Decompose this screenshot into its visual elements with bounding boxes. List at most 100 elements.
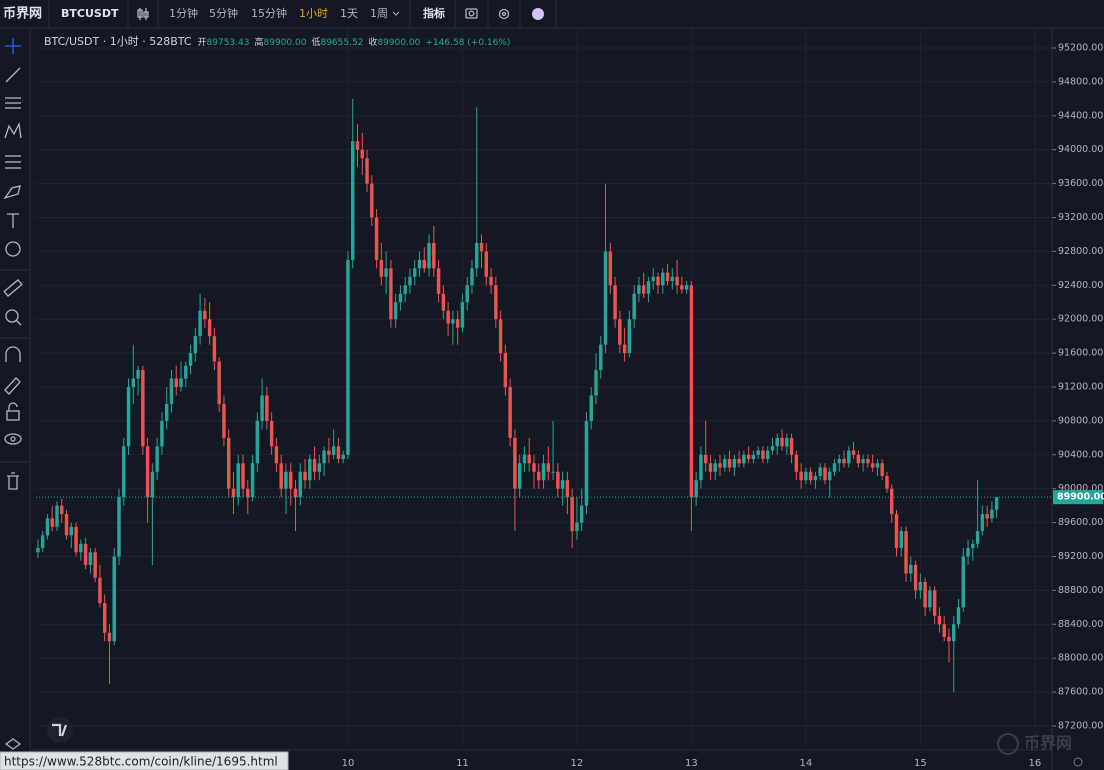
- interval-button[interactable]: 1天: [340, 7, 358, 20]
- text-tool[interactable]: [7, 213, 19, 228]
- candle-body: [179, 378, 183, 387]
- candle-body: [269, 420, 274, 447]
- candle-body: [918, 581, 923, 591]
- ruler-tool[interactable]: [3, 279, 23, 297]
- pattern-tool[interactable]: [4, 121, 22, 139]
- candle-body: [556, 471, 560, 489]
- candle-body: [608, 251, 613, 286]
- candle-body: [336, 446, 341, 460]
- tv-logo-mark: [52, 723, 68, 737]
- interval-button[interactable]: 1分钟: [169, 6, 198, 20]
- candle-body: [985, 514, 989, 519]
- zoom-tool[interactable]: [5, 309, 22, 326]
- candle-body: [441, 293, 446, 311]
- screenshot-button[interactable]: [465, 8, 478, 19]
- hline-tool[interactable]: [5, 97, 21, 109]
- lock-tool[interactable]: [6, 402, 20, 421]
- candle-body: [436, 268, 441, 294]
- emoji-tool[interactable]: [5, 241, 21, 257]
- logo[interactable]: 币界网: [3, 6, 42, 22]
- candle-body: [746, 454, 751, 460]
- y-tick-label: 88000.00: [1058, 653, 1103, 664]
- candle-body: [455, 319, 460, 328]
- y-tick-label: 92800.00: [1058, 246, 1103, 257]
- candle-body: [64, 514, 69, 536]
- candle-body: [517, 463, 522, 489]
- interval-button[interactable]: 15分钟: [251, 6, 287, 20]
- candle-body: [909, 564, 913, 574]
- candle-body: [870, 463, 875, 468]
- interval-button[interactable]: 1小时: [299, 7, 328, 20]
- axis-settings[interactable]: [1073, 757, 1083, 767]
- interval-dropdown: [392, 11, 400, 16]
- symbol-button[interactable]: BTCUSDT: [61, 7, 119, 20]
- status-url: https://www.528btc.com/coin/kline/1695.h…: [4, 755, 278, 769]
- legend-high: 89900.00: [264, 38, 307, 48]
- y-tick-label: 94000.00: [1058, 144, 1103, 155]
- candle-body: [298, 471, 302, 498]
- brush-tool[interactable]: [3, 185, 21, 200]
- candle-body: [327, 450, 331, 455]
- visibility-tool[interactable]: [4, 433, 22, 445]
- candle-body: [351, 141, 355, 260]
- candle-body: [651, 276, 655, 282]
- candle-body: [828, 471, 832, 481]
- candle-body: [942, 624, 946, 638]
- layers-tool[interactable]: [4, 738, 22, 750]
- candle-body: [975, 531, 980, 544]
- candle-body: [832, 463, 837, 472]
- legend-high-label: 高: [254, 36, 263, 48]
- candle-body: [956, 607, 961, 625]
- magnet-tool[interactable]: [5, 346, 21, 362]
- candle-body: [174, 378, 178, 387]
- lock-draw-tool[interactable]: [4, 377, 21, 395]
- candle-body: [498, 319, 503, 354]
- candle-body: [799, 471, 803, 481]
- candle-body: [818, 467, 822, 476]
- settings-button[interactable]: [498, 8, 510, 20]
- delete-tool[interactable]: [7, 472, 19, 490]
- interval-button[interactable]: 1周: [370, 7, 388, 20]
- candle-body: [532, 463, 536, 472]
- candle-body: [374, 217, 379, 260]
- candle-body: [398, 293, 403, 303]
- indicators-button[interactable]: 指标: [423, 6, 445, 20]
- candle-body: [680, 285, 684, 290]
- candle-body: [207, 319, 212, 337]
- candle-body: [579, 505, 584, 523]
- avatar-button[interactable]: [532, 8, 544, 20]
- candle-body: [36, 548, 40, 553]
- legend-close-label: 收: [368, 36, 377, 48]
- candle-body: [384, 268, 388, 277]
- candle-body: [288, 471, 293, 489]
- candle-body: [804, 471, 808, 481]
- candle-body: [331, 446, 336, 455]
- candle-body: [632, 293, 636, 320]
- toolbar: [0, 0, 1104, 28]
- candle-body: [83, 543, 88, 565]
- candle-body: [74, 526, 78, 553]
- candle-body: [727, 459, 732, 468]
- crosshair-tool[interactable]: [5, 38, 21, 54]
- candle-body: [794, 454, 799, 472]
- candle-body: [661, 272, 665, 286]
- candle-body: [541, 463, 546, 481]
- fib-tool[interactable]: [5, 155, 21, 169]
- candle-body: [145, 446, 150, 498]
- candle-body: [675, 276, 679, 286]
- candle-body: [422, 259, 426, 269]
- trendline-tool[interactable]: [5, 67, 21, 83]
- y-tick-label: 88400.00: [1058, 619, 1103, 630]
- candle-body: [246, 488, 250, 498]
- interval-button[interactable]: 5分钟: [209, 6, 238, 20]
- candle-body: [932, 590, 937, 616]
- candle-body: [503, 353, 508, 387]
- candle-body: [980, 514, 985, 532]
- candle-body: [370, 183, 374, 218]
- candle-body: [627, 319, 632, 354]
- legend-open: 89753.43: [207, 38, 250, 48]
- candle-type-button[interactable]: [137, 8, 149, 20]
- candle-body: [126, 387, 131, 447]
- candle-body: [899, 531, 903, 549]
- candle-body: [613, 285, 617, 320]
